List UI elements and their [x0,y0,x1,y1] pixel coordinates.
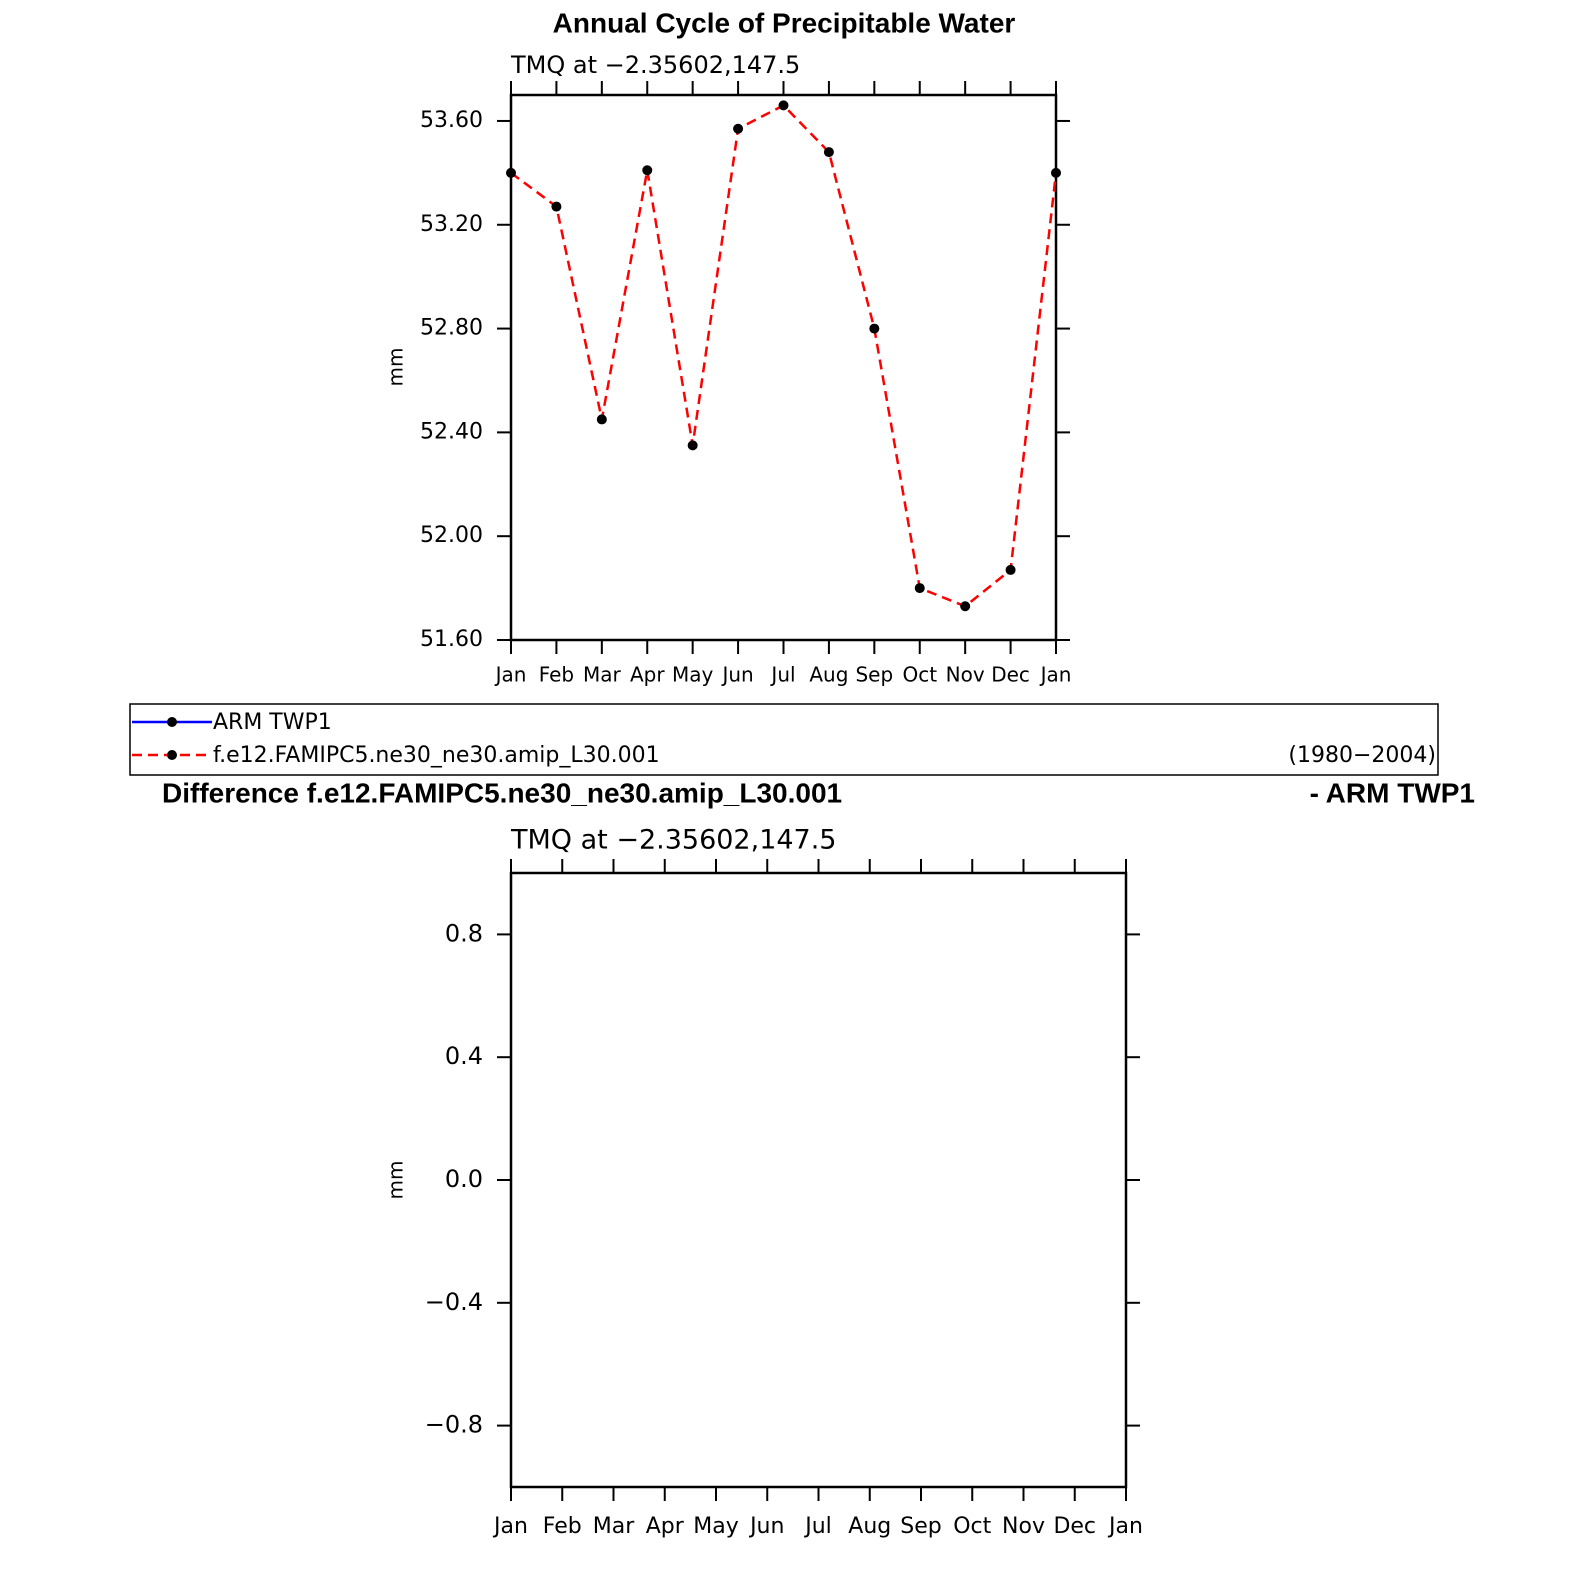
data-point [960,601,971,612]
y-tick-label: 53.20 [420,212,483,237]
legend-marker [167,717,177,727]
x-tick-label: Sep [855,663,893,687]
legend-box [129,703,1439,776]
data-point [823,147,834,158]
x-tick-label: Jul [769,663,795,687]
y-tick-label: −0.4 [425,1288,483,1316]
chart-title: Difference f.e12.FAMIPC5.ne30_ne30.amip_… [162,777,842,808]
y-tick-label: 53.60 [420,108,483,133]
x-tick-label: Mar [583,663,622,687]
x-tick-label: Nov [946,663,985,687]
x-tick-label: Dec [1053,1514,1096,1539]
x-tick-label: Apr [630,663,665,687]
y-tick-label: 52.40 [420,419,483,444]
x-tick-label: Apr [646,1514,685,1539]
y-axis-label: mm [384,348,408,387]
data-point [687,440,698,451]
chart-subtitle: TMQ at −2.35602,147.5 [510,51,800,79]
x-tick-label: Feb [543,1514,582,1539]
data-point [506,167,516,178]
x-tick-label: Jun [720,663,753,687]
chart-subtitle: TMQ at −2.35602,147.5 [510,825,837,856]
y-axis-label: mm [384,1161,408,1200]
chart-title-suffix: - ARM TWP1 [1310,777,1475,808]
x-tick-label: Oct [953,1514,991,1539]
plot-frame [509,93,1058,642]
chart-title: Annual Cycle of Precipitable Water [553,7,1016,38]
x-tick-label: May [693,1514,738,1539]
legend-note: (1980−2004) [1288,743,1436,768]
series-line [510,103,1058,608]
x-tick-label: Jun [748,1514,784,1539]
x-tick-label: Aug [848,1514,891,1539]
y-tick-label: 52.80 [420,316,483,341]
data-point [733,123,744,134]
x-tick-label: Jan [1107,1514,1143,1539]
x-tick-label: Jan [1039,663,1072,687]
y-tick-label: 0.8 [445,919,483,947]
x-tick-label: Jan [494,663,527,687]
data-point [914,583,925,594]
y-tick-label: −0.8 [425,1411,483,1439]
y-tick-label: 0.4 [445,1042,483,1070]
x-tick-label: Sep [900,1514,941,1539]
x-tick-label: May [672,663,714,687]
data-point [778,100,789,111]
data-point [869,323,880,334]
x-tick-label: Jan [492,1514,528,1539]
data-point [1051,167,1061,178]
x-tick-label: Oct [902,663,937,687]
y-tick-label: 52.00 [420,523,483,548]
data-point [642,165,653,176]
x-tick-label: Aug [809,663,848,687]
legend-marker [167,750,177,760]
legend-label: f.e12.FAMIPC5.ne30_ne30.amip_L30.001 [213,743,660,768]
data-point [1005,564,1016,575]
x-tick-label: Mar [593,1514,635,1539]
x-tick-label: Nov [1002,1514,1045,1539]
x-tick-label: Dec [991,663,1030,687]
x-tick-label: Jul [803,1514,832,1539]
x-tick-label: Feb [539,663,574,687]
y-tick-label: 0.0 [445,1165,483,1193]
plot-frame [509,871,1128,1489]
data-point [596,414,607,425]
legend-label: ARM TWP1 [213,710,332,735]
y-tick-label: 51.60 [420,627,483,652]
data-point [551,201,562,212]
